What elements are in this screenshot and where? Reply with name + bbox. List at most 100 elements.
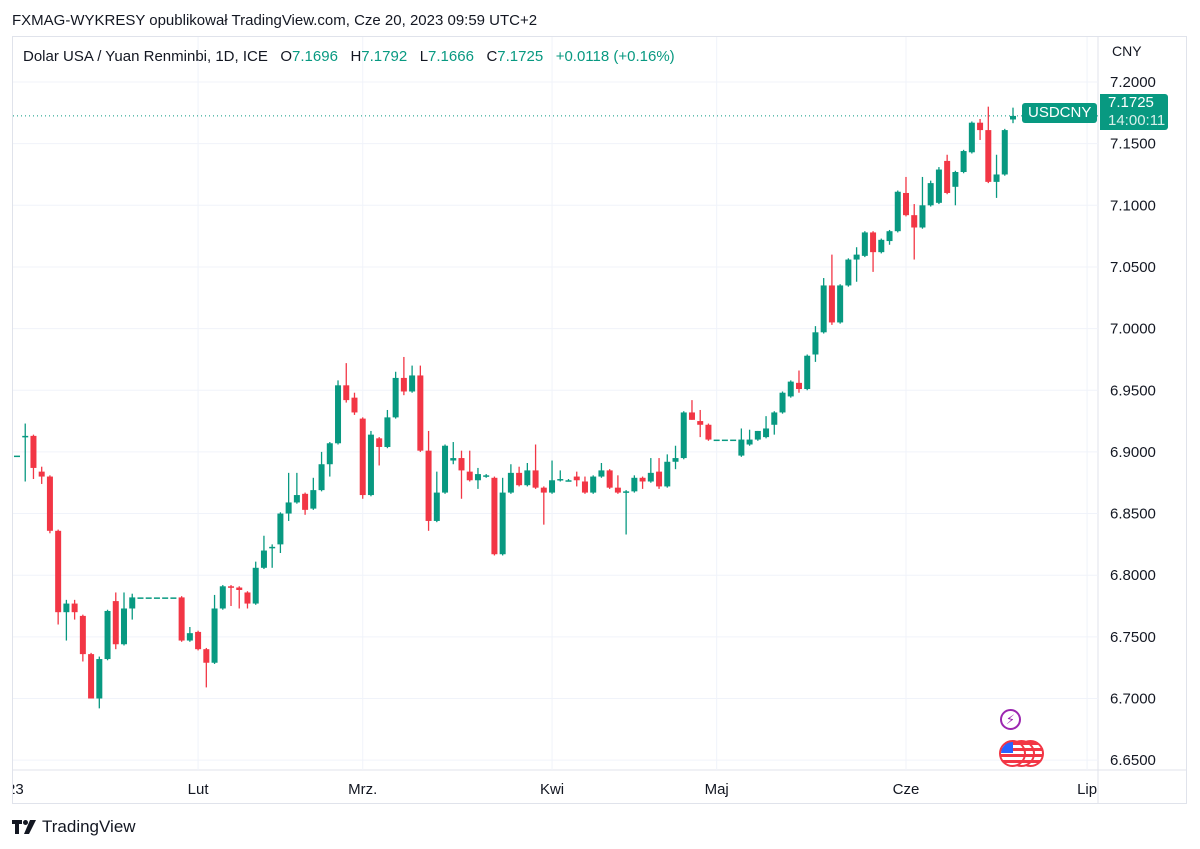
candle[interactable] [713,439,720,442]
candle[interactable] [129,593,136,620]
candle[interactable] [763,416,770,439]
candle[interactable] [359,417,366,499]
candle[interactable] [623,490,630,535]
candle[interactable] [952,170,959,206]
candle[interactable] [137,597,144,599]
candle[interactable] [598,462,605,478]
candle[interactable] [400,356,407,396]
candle[interactable] [779,391,786,414]
candle[interactable] [14,455,20,458]
candle[interactable] [845,258,852,287]
candle[interactable] [606,469,613,489]
candle[interactable] [211,594,218,664]
candle[interactable] [442,444,449,494]
lightning-event-icon[interactable]: ⚡︎ [1000,709,1021,730]
candle[interactable] [384,409,391,449]
us-flag-event-icon[interactable] [999,740,1045,767]
candle[interactable] [244,591,251,609]
candle[interactable] [688,400,695,420]
candle[interactable] [730,439,737,442]
candle[interactable] [771,411,778,435]
candle[interactable] [911,204,918,260]
candle[interactable] [656,458,663,489]
candle[interactable] [203,647,210,688]
candle[interactable] [71,599,78,620]
candle[interactable] [549,460,556,494]
candle[interactable] [664,454,671,488]
candle[interactable] [968,121,975,154]
candle[interactable] [376,437,383,466]
candle[interactable] [828,254,835,325]
candle[interactable] [466,450,473,482]
candle[interactable] [878,238,885,254]
symbol-description[interactable]: Dolar USA / Yuan Renminbi, 1D, ICE [23,48,268,65]
candle[interactable] [236,586,243,609]
candle[interactable] [483,474,490,478]
candle[interactable] [935,167,942,205]
candle[interactable] [343,363,350,403]
candle[interactable] [795,370,802,393]
candle[interactable] [145,597,152,599]
candle[interactable] [170,597,177,599]
candle[interactable] [870,231,877,272]
candle[interactable] [409,365,416,393]
candle[interactable] [55,529,62,625]
candle[interactable] [944,154,951,195]
candle[interactable] [417,365,424,452]
candle[interactable] [532,444,539,489]
candle[interactable] [474,467,481,489]
candle[interactable] [252,561,259,605]
candle[interactable] [79,614,86,662]
candle[interactable] [219,585,226,610]
candle[interactable] [557,470,564,482]
candle[interactable] [902,176,909,217]
candle[interactable] [367,430,374,497]
candle[interactable] [458,450,465,499]
candle[interactable] [1010,107,1016,124]
candle[interactable] [351,392,358,415]
candle[interactable] [516,466,523,487]
candle[interactable] [985,106,992,184]
candle[interactable] [804,354,811,391]
candle[interactable] [746,429,753,446]
candle[interactable] [861,231,868,258]
candle[interactable] [590,475,597,494]
candle[interactable] [153,597,160,599]
candle[interactable] [228,585,235,607]
candle[interactable] [565,479,572,482]
candle[interactable] [977,118,984,140]
candle[interactable] [837,284,844,324]
candle[interactable] [820,278,827,334]
candle[interactable] [540,486,547,525]
candle[interactable] [672,445,679,470]
candle[interactable] [787,380,794,398]
candle[interactable] [960,149,967,174]
candle[interactable] [491,476,498,556]
candle[interactable] [524,462,531,487]
candle[interactable] [927,180,934,207]
candle[interactable] [499,477,506,556]
candle[interactable] [919,176,926,229]
candle[interactable] [302,492,309,515]
candle[interactable] [318,451,325,492]
candle[interactable] [269,544,276,568]
candle[interactable] [162,597,169,599]
candle[interactable] [310,477,317,510]
candle[interactable] [894,190,901,233]
candle[interactable] [450,442,457,465]
candle[interactable] [886,229,893,245]
candle[interactable] [63,599,70,641]
candle[interactable] [96,656,103,709]
candle[interactable] [121,592,128,646]
candle[interactable] [507,464,514,494]
candle[interactable] [631,475,638,493]
candle[interactable] [195,630,202,651]
candle[interactable] [853,247,860,282]
candle[interactable] [46,475,53,534]
candle[interactable] [721,439,728,442]
candle[interactable] [425,430,432,531]
candle[interactable] [88,652,95,699]
candle[interactable] [392,371,399,419]
candle[interactable] [1001,128,1008,176]
